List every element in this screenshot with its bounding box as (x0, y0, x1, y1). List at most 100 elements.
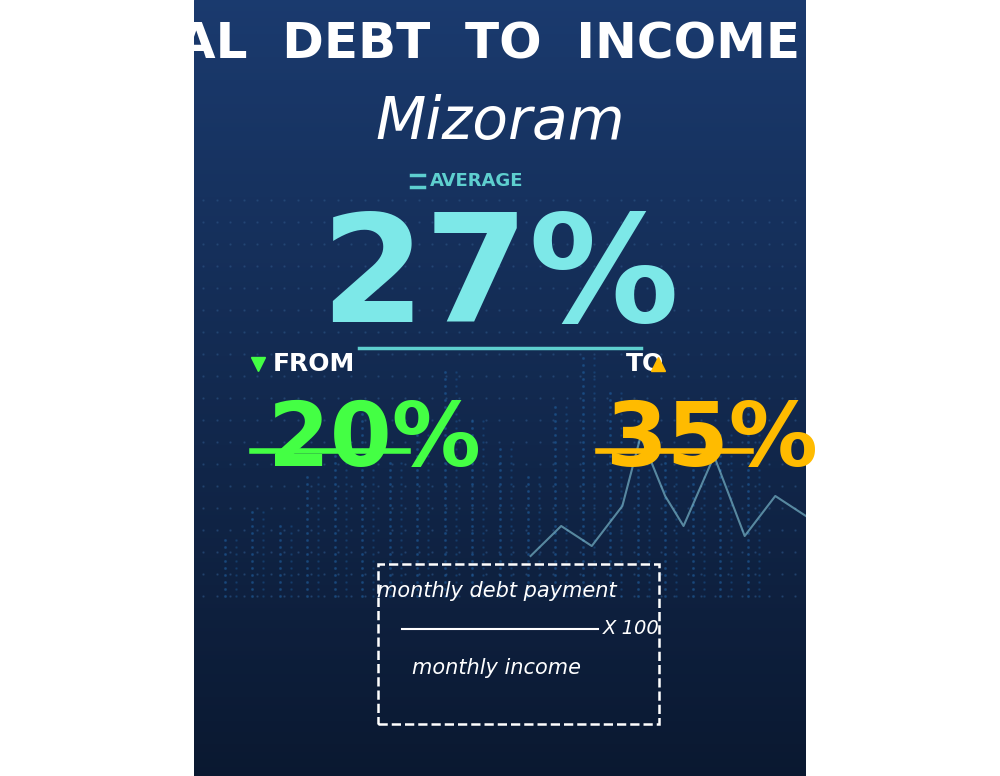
Bar (194, 35, 806, 39)
Bar (194, 629, 806, 632)
Bar (194, 159, 806, 163)
Bar (194, 718, 806, 722)
Bar (194, 671, 806, 675)
Bar (194, 140, 806, 144)
Bar (194, 706, 806, 710)
Bar (194, 400, 806, 404)
Bar (194, 151, 806, 155)
Bar (194, 582, 806, 586)
Bar (194, 237, 806, 241)
Bar (194, 524, 806, 528)
Bar (194, 113, 806, 116)
Bar (194, 105, 806, 109)
Bar (194, 167, 806, 171)
Bar (194, 636, 806, 640)
Bar (194, 667, 806, 671)
Bar (194, 691, 806, 695)
Bar (194, 70, 806, 74)
Bar (194, 539, 806, 543)
Bar (194, 574, 806, 578)
Bar (194, 202, 806, 206)
Bar (194, 617, 806, 621)
Bar (194, 733, 806, 737)
Bar (194, 303, 806, 307)
Bar (194, 446, 806, 450)
Bar (194, 388, 806, 392)
Bar (194, 516, 806, 520)
Bar (194, 741, 806, 745)
Bar (194, 570, 806, 574)
Bar (194, 369, 806, 372)
Bar (194, 687, 806, 691)
Bar (194, 349, 806, 353)
Bar (194, 695, 806, 698)
Bar (194, 392, 806, 396)
Bar (194, 601, 806, 605)
Text: 27%: 27% (320, 208, 680, 353)
Bar (194, 361, 806, 365)
Bar (194, 124, 806, 128)
Bar (194, 566, 806, 570)
Bar (194, 438, 806, 442)
Bar (194, 74, 806, 78)
Bar (194, 275, 806, 279)
Bar (194, 547, 806, 551)
Bar (194, 155, 806, 159)
Bar (194, 679, 806, 683)
Bar (194, 93, 806, 97)
Bar (194, 450, 806, 454)
Bar (194, 345, 806, 349)
Bar (194, 314, 806, 318)
Text: FROM: FROM (272, 352, 355, 376)
Bar (194, 535, 806, 539)
Bar (194, 128, 806, 132)
Bar (194, 757, 806, 760)
Bar (194, 384, 806, 388)
Bar (194, 101, 806, 105)
Bar (194, 469, 806, 473)
Bar (194, 489, 806, 493)
Bar (194, 497, 806, 501)
Bar (194, 291, 806, 295)
Bar (194, 307, 806, 310)
Bar (194, 47, 806, 50)
Bar (194, 175, 806, 178)
Bar (194, 326, 806, 330)
Bar (194, 485, 806, 489)
Bar (194, 0, 806, 4)
Text: 20%: 20% (268, 398, 480, 485)
Bar (194, 217, 806, 221)
Bar (194, 260, 806, 264)
Bar (194, 330, 806, 334)
Bar (194, 244, 806, 248)
Bar (194, 353, 806, 357)
Text: 35%: 35% (605, 398, 818, 485)
Bar (194, 89, 806, 93)
Bar (194, 210, 806, 213)
Text: monthly debt payment: monthly debt payment (377, 581, 617, 601)
Bar (194, 501, 806, 504)
Bar (194, 318, 806, 322)
Bar (194, 380, 806, 384)
Bar (194, 660, 806, 663)
Bar (194, 698, 806, 702)
Bar (194, 171, 806, 175)
Bar (194, 58, 806, 62)
Bar (194, 12, 806, 16)
Bar (194, 334, 806, 338)
Bar (194, 97, 806, 101)
Bar (194, 357, 806, 361)
Bar (194, 163, 806, 167)
Bar (194, 109, 806, 113)
Bar (194, 473, 806, 477)
Bar (194, 726, 806, 729)
Bar (194, 248, 806, 252)
Bar (194, 454, 806, 458)
Bar (194, 194, 806, 198)
Bar (194, 365, 806, 369)
Bar (194, 23, 806, 27)
Bar (194, 768, 806, 772)
Bar (194, 341, 806, 345)
Bar (194, 481, 806, 485)
Bar (194, 466, 806, 469)
